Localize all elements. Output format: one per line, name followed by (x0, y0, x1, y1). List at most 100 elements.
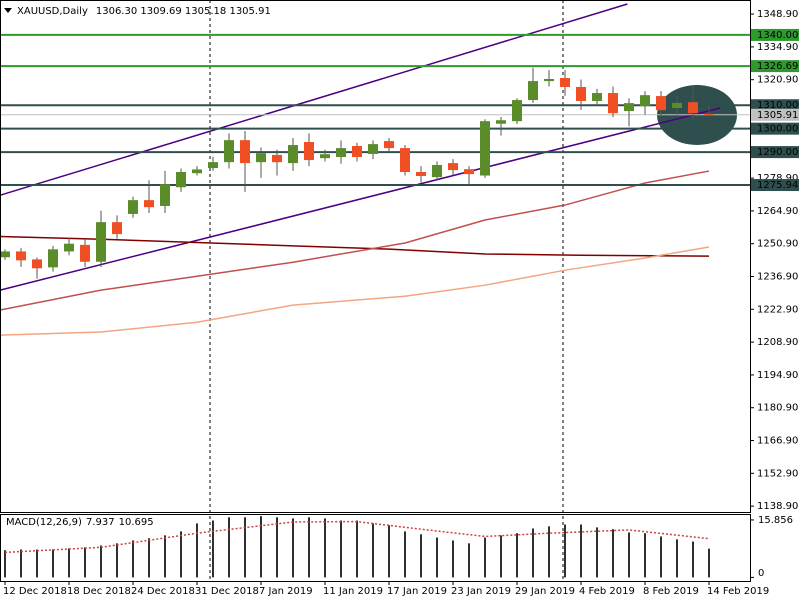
candle-body (96, 222, 106, 262)
signal-line (4, 520, 710, 554)
candle-body (416, 172, 426, 176)
level-label: 1340.00 (757, 30, 798, 41)
level-label-box (751, 108, 799, 121)
y-tick-label: 1222.90 (757, 304, 798, 315)
x-tick-label: 11 Jan 2019 (323, 586, 383, 597)
macd-bar (148, 538, 150, 578)
candle-body (480, 121, 490, 176)
candle-body (336, 148, 346, 158)
macd-bar (388, 525, 390, 578)
header-marker (4, 8, 12, 13)
macd-bar (36, 549, 38, 578)
macd-bar (452, 540, 454, 578)
price-header: XAUUSD,Daily 1306.30 1309.69 1305.18 1305… (17, 6, 271, 17)
candle-body (704, 113, 714, 115)
macd-bar (660, 536, 662, 578)
price-panel-frame (0, 0, 751, 513)
macd-header: MACD(12,26,9) 7.937 10.695 (6, 517, 154, 528)
level-label: 1326.69 (757, 61, 798, 72)
macd-bar (52, 549, 54, 578)
macd-bar (436, 537, 438, 578)
macd-bar (580, 524, 582, 578)
level-label-box (751, 99, 799, 112)
y-tick-label: 1278.90 (757, 173, 798, 184)
macd-bar (532, 528, 534, 578)
candle-body (640, 95, 650, 107)
candle-body (688, 102, 698, 114)
macd-bar (212, 520, 214, 578)
candle-body (384, 141, 394, 149)
macd-bar (420, 534, 422, 578)
macd-bar (484, 537, 486, 578)
candle-body (656, 96, 666, 111)
x-tick-label: 31 Dec 2018 (195, 586, 259, 597)
candle-body (144, 200, 154, 208)
ohlc-values: 1306.30 1309.69 1305.18 1305.91 (96, 6, 271, 17)
macd-bar (340, 520, 342, 578)
signal-value: 10.695 (119, 517, 154, 528)
macd-bar (20, 549, 22, 578)
level-label: 1290.00 (757, 147, 798, 158)
macd-bar (196, 523, 198, 578)
candle-body (432, 164, 442, 178)
candle-body (48, 249, 58, 268)
macd-bar (164, 535, 166, 578)
candle-body (320, 154, 330, 159)
x-tick-label: 18 Dec 2018 (67, 586, 131, 597)
macd-bar (692, 541, 694, 578)
level-label-box (751, 122, 799, 135)
main-layer: 1348.90 1334.90 1320.90 1278.90 1264.90 1250.… (0, 3, 799, 597)
level-label-box (751, 28, 799, 41)
candle-body (592, 93, 602, 102)
candle-body (496, 120, 506, 124)
x-tick-label: 23 Jan 2019 (451, 586, 511, 597)
macd-bar (100, 545, 102, 578)
candle-body (288, 145, 298, 164)
macd-bar (644, 533, 646, 578)
macd-bar (516, 533, 518, 578)
candle-body (160, 184, 170, 206)
level-label-box (751, 60, 799, 73)
candle-body (528, 81, 538, 101)
y-tick-label: 1320.90 (757, 75, 798, 86)
macd-bar (228, 517, 230, 578)
macd-bar (260, 516, 262, 578)
symbol-title: XAUUSD,Daily (17, 6, 88, 17)
macd-bar (132, 540, 134, 578)
y-tick-label: 1264.90 (757, 206, 798, 217)
candle-body (368, 144, 378, 154)
candle-body (464, 169, 474, 175)
macd-bar (116, 543, 118, 578)
x-tick-label: 4 Feb 2019 (579, 586, 635, 597)
candle-body (672, 102, 682, 109)
candle-body (400, 148, 410, 173)
candle-body (64, 243, 74, 252)
macd-bar (676, 539, 678, 578)
candle-body (560, 78, 570, 87)
y-tick-label: 1194.90 (757, 370, 798, 381)
macd-bar (180, 531, 182, 578)
macd-bar (596, 527, 598, 578)
macd-bar (292, 518, 294, 578)
candle-body (448, 163, 458, 171)
candle-body (80, 244, 90, 262)
macd-bar (4, 550, 6, 578)
x-tick-label: 29 Jan 2019 (515, 586, 575, 597)
macd-bar (628, 532, 630, 578)
macd-bar (708, 548, 710, 578)
candle-body (576, 86, 586, 102)
candle-body (272, 154, 282, 163)
candle-body (544, 78, 554, 82)
candle-body (32, 259, 42, 269)
macd-value: 7.937 (86, 517, 115, 528)
candle-body (304, 142, 314, 161)
x-tick-label: 24 Dec 2018 (131, 586, 195, 597)
x-tick-label: 8 Feb 2019 (643, 586, 699, 597)
macd-bar (548, 526, 550, 578)
candle-body (624, 103, 634, 112)
x-tick-label: 7 Jan 2019 (259, 586, 313, 597)
macd-panel-frame (0, 514, 751, 582)
level-label: 1300.00 (757, 124, 798, 135)
macd-bar (356, 520, 358, 578)
